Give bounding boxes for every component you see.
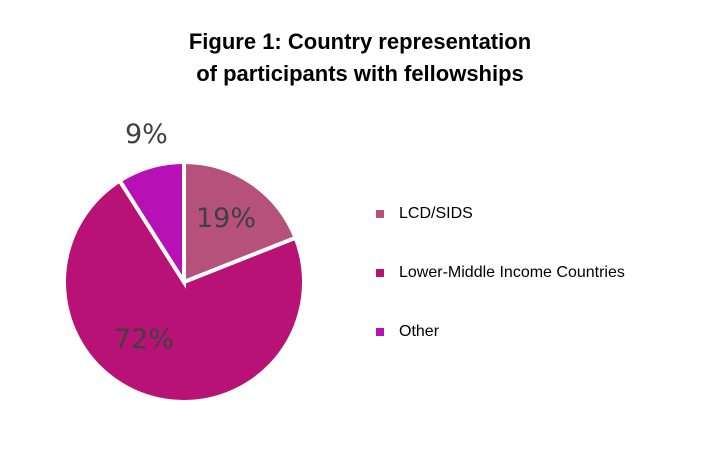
pie-slice-lcd-sids (182, 159, 299, 285)
chart-title: Figure 1: Country representation of part… (0, 26, 720, 90)
chart-legend: LCD/SIDS Lower-Middle Income Countries O… (376, 204, 625, 381)
pie-slice-other (116, 159, 186, 289)
slice-label-lower-middle-income: 72% (114, 324, 175, 355)
slice-label-lcd-sids: 19% (196, 203, 257, 234)
chart-title-line-1: Figure 1: Country representation (188, 29, 532, 54)
legend-item-lower-middle-income: Lower-Middle Income Countries (376, 263, 625, 283)
legend-swatch (376, 328, 384, 336)
legend-label: LCD/SIDS (399, 205, 473, 222)
legend-swatch (376, 210, 384, 218)
legend-label: Other (399, 323, 440, 340)
legend-item-other: Other (376, 322, 625, 342)
pie-slice-lower-middle-income-countries (62, 177, 306, 404)
legend-item-lcd-sids: LCD/SIDS (376, 204, 625, 224)
chart-title-line-2: of participants with fellowships (196, 61, 524, 86)
slice-label-other: 9% (125, 119, 168, 150)
legend-label: Lower-Middle Income Countries (399, 264, 625, 281)
legend-swatch (376, 269, 384, 277)
